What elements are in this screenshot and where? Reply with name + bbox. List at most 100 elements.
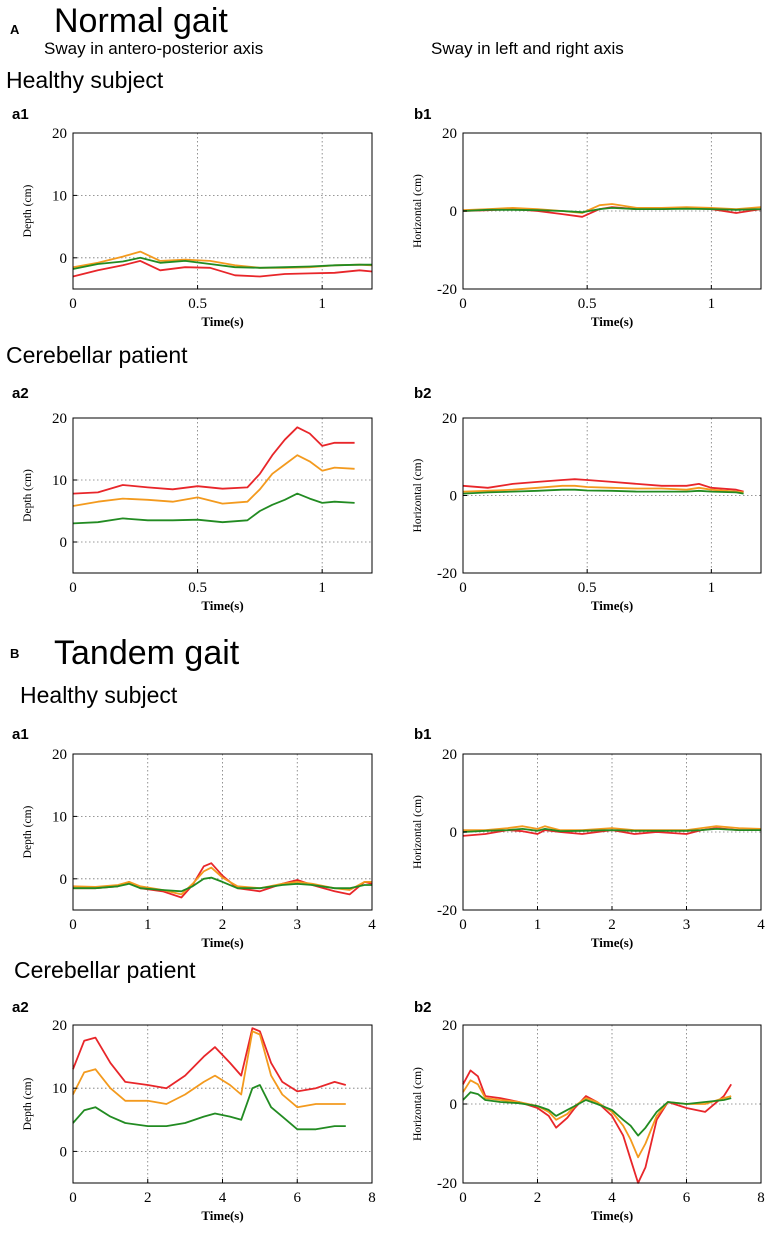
- b-b2-xlabel: Time(s): [591, 1208, 633, 1223]
- b-a2-ytick-label-1: 10: [52, 1081, 67, 1097]
- section-a-healthy-subject-title: Healthy subject: [6, 67, 164, 93]
- panel-label-b-b2: b2: [414, 999, 432, 1016]
- a-a2-ylabel: Depth (cm): [22, 469, 34, 522]
- panel-label-b-a1: a1: [12, 726, 29, 743]
- a-a2-xtick-label-0: 0: [69, 580, 77, 596]
- b-b2-xtick-label-4: 8: [757, 1190, 765, 1206]
- a-b1-xtick-label-0: 0: [459, 296, 467, 312]
- a-a2-ytick-label-1: 10: [52, 473, 67, 489]
- b-b1-ytick-label-2: -20: [437, 903, 457, 919]
- panel-label-b-b1: b1: [414, 726, 432, 743]
- section-a-letter: A: [10, 22, 20, 37]
- a-a2-xtick-label-1: 0.5: [188, 580, 207, 596]
- b-a2-xlabel: Time(s): [201, 1208, 243, 1223]
- b-a1-xlabel: Time(s): [201, 935, 243, 950]
- b-b2-xtick-label-3: 6: [683, 1190, 691, 1206]
- b-b1-ytick-label-1: 0: [450, 825, 458, 841]
- b-b1-xtick-label-1: 1: [534, 917, 542, 933]
- section-a-title: Normal gait: [54, 2, 228, 40]
- b-a2-ytick-label-0: 20: [52, 1018, 67, 1034]
- b-b2-series-green: [462, 1091, 732, 1137]
- a-b2-ytick-label-2: -20: [437, 566, 457, 582]
- a-b2-ytick-label-1: 0: [450, 489, 458, 505]
- b-a1-ytick-label-2: 0: [60, 872, 68, 888]
- b-b1-xtick-label-3: 3: [683, 917, 691, 933]
- b-a2-ylabel: Depth (cm): [22, 1077, 34, 1130]
- panel-label-b-a2: a2: [12, 999, 29, 1016]
- b-a2-series-green: [72, 1084, 346, 1131]
- b-b2-series-orange: [462, 1079, 732, 1159]
- b-a2-xtick-label-4: 8: [368, 1190, 376, 1206]
- a-b1-series-orange: [462, 203, 762, 214]
- b-a2-ytick-label-2: 0: [60, 1144, 68, 1160]
- b-a2-series-red: [72, 1027, 347, 1093]
- b-b2-ytick-label-2: -20: [437, 1176, 457, 1192]
- a-b2-series-orange: [462, 484, 744, 494]
- b-a1-ytick-label-1: 10: [52, 809, 67, 825]
- b-a1-series-green: [73, 876, 372, 893]
- b-b1-ylabel: Horizontal (cm): [412, 795, 424, 869]
- axis-header-antero-posterior: Sway in antero-posterior axis: [44, 39, 264, 58]
- a-b2-series-green: [462, 488, 744, 495]
- b-b1-series-green: [462, 828, 761, 833]
- section-b-letter: B: [10, 646, 20, 661]
- b-a2-series-orange: [72, 1030, 346, 1109]
- a-a1-ylabel: Depth (cm): [22, 184, 34, 237]
- a-b1-xtick-label-2: 1: [708, 296, 716, 312]
- b-b2-ytick-label-1: 0: [450, 1097, 458, 1113]
- b-a1-ytick-label-0: 20: [52, 747, 67, 763]
- a-b2-xtick-label-2: 1: [708, 580, 716, 596]
- a-b1-ytick-label-1: 0: [450, 204, 458, 220]
- b-a1-xtick-label-3: 3: [294, 917, 302, 933]
- axis-header-left-right: Sway in left and right axis: [431, 39, 624, 58]
- chart-b-a1-depth: 0 1 2 3 4 20 10 0 Time(s) Depth (cm): [22, 747, 376, 950]
- b-b2-ylabel: Horizontal (cm): [412, 1067, 424, 1141]
- chart-a-a1-depth: 0 0.5 1 20 10 0 Time(s) Depth (cm): [22, 126, 373, 329]
- a-a2-xtick-label-2: 1: [318, 580, 326, 596]
- panel-label-a-b1: b1: [414, 106, 432, 123]
- a-a1-xtick-label-2: 1: [318, 296, 326, 312]
- a-a1-ytick-label-2: 0: [60, 251, 68, 267]
- section-b-healthy-subject-title: Healthy subject: [20, 682, 178, 708]
- b-a1-ylabel: Depth (cm): [22, 805, 34, 858]
- a-b2-xlabel: Time(s): [591, 598, 633, 613]
- a-a2-ytick-label-2: 0: [60, 535, 68, 551]
- a-a1-ytick-label-1: 10: [52, 188, 67, 204]
- panel-label-a-a2: a2: [12, 385, 29, 402]
- section-b-title: Tandem gait: [54, 634, 240, 672]
- a-b2-xtick-label-0: 0: [459, 580, 467, 596]
- b-b2-xtick-label-0: 0: [459, 1190, 467, 1206]
- b-b2-ytick-label-0: 20: [442, 1018, 457, 1034]
- a-a2-plot-frame: [72, 417, 373, 574]
- section-b-cerebellar-patient-title: Cerebellar patient: [14, 957, 196, 983]
- a-a1-ytick-label-0: 20: [52, 126, 67, 142]
- b-b2-xtick-label-2: 4: [608, 1190, 616, 1206]
- a-b1-series-green: [462, 207, 762, 214]
- b-a1-series-red: [73, 862, 373, 899]
- a-a1-plot-frame: [72, 132, 373, 290]
- a-a1-xtick-label-0: 0: [69, 296, 77, 312]
- b-a1-xtick-label-2: 2: [219, 917, 227, 933]
- b-a2-xtick-label-0: 0: [69, 1190, 77, 1206]
- b-b1-xtick-label-0: 0: [459, 917, 467, 933]
- a-a2-ytick-label-0: 20: [52, 411, 67, 427]
- b-a1-xtick-label-4: 4: [368, 917, 376, 933]
- section-a-cerebellar-patient-title: Cerebellar patient: [6, 342, 188, 368]
- b-a2-xtick-label-3: 6: [294, 1190, 302, 1206]
- b-b1-xtick-label-4: 4: [757, 917, 765, 933]
- b-b1-series-orange: [463, 825, 762, 831]
- b-a1-xtick-label-0: 0: [69, 917, 77, 933]
- a-a1-xtick-label-1: 0.5: [188, 296, 207, 312]
- chart-a-a2-depth: 0 0.5 1 20 10 0 Time(s) Depth (cm): [22, 411, 373, 613]
- a-b2-xtick-label-1: 0.5: [578, 580, 597, 596]
- b-b1-xtick-label-2: 2: [608, 917, 616, 933]
- a-a2-series-green: [72, 492, 355, 525]
- a-b1-ylabel: Horizontal (cm): [412, 174, 424, 248]
- b-a1-xtick-label-1: 1: [144, 917, 152, 933]
- panel-label-a-b2: b2: [414, 385, 432, 402]
- a-b2-ytick-label-0: 20: [442, 411, 457, 427]
